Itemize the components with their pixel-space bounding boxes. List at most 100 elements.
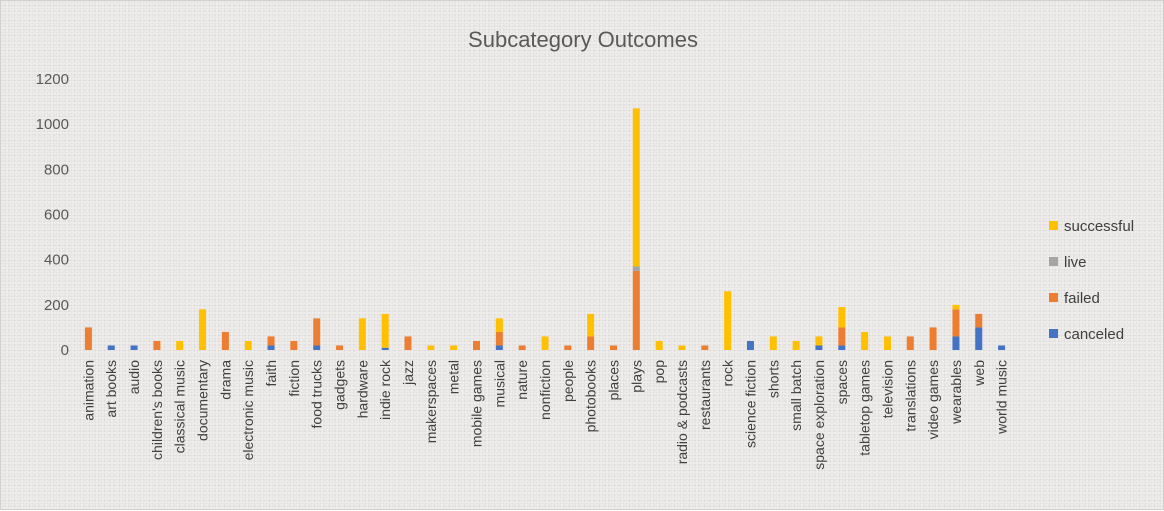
bar-segment-failed: [975, 313, 983, 328]
bar-segment-successful: [244, 340, 252, 350]
bar-segment-failed: [929, 327, 937, 350]
bar-segment-successful: [541, 336, 549, 350]
bar-segment-canceled: [267, 345, 275, 350]
bar-segment-canceled: [381, 347, 389, 350]
y-tick-label: 0: [61, 342, 69, 359]
bar-segment-successful: [838, 307, 846, 328]
bar-segment-canceled: [495, 345, 503, 350]
x-tick-label: electronic music: [240, 360, 256, 460]
bar-segment-canceled: [975, 327, 983, 350]
x-tick-label: makerspaces: [423, 360, 439, 443]
bar-segment-canceled: [746, 340, 754, 350]
bar-segment-canceled: [130, 345, 138, 350]
bar-segment-successful: [769, 336, 777, 350]
bar-segment-successful: [381, 313, 389, 348]
y-tick-label: 1200: [36, 71, 69, 88]
bar-segment-live: [632, 266, 640, 271]
x-tick-label: gadgets: [332, 360, 348, 410]
bar-segment-successful: [678, 345, 686, 350]
x-tick-label: hardware: [354, 360, 370, 419]
bar-segment-successful: [495, 318, 503, 332]
bar-segment-successful: [861, 331, 869, 350]
x-tick-label: nature: [514, 360, 530, 400]
x-tick-label: plays: [628, 360, 644, 393]
bar-segment-successful: [587, 313, 595, 337]
bar-segment-canceled: [952, 336, 960, 350]
bar-segment-failed: [952, 309, 960, 337]
x-tick-label: shorts: [765, 360, 781, 398]
x-tick-label: faith: [263, 360, 279, 386]
x-tick-label: places: [605, 360, 621, 400]
bar-segment-canceled: [313, 345, 321, 350]
legend: successful live failed canceled: [1049, 218, 1134, 343]
bar-segment-successful: [358, 318, 366, 350]
x-axis: animation art books audio children's books c…: [80, 359, 1009, 470]
bar-segment-failed: [290, 340, 298, 350]
bar-segment-successful: [450, 345, 458, 350]
x-tick-label: video games: [925, 360, 941, 439]
legend-swatch-failed: [1049, 293, 1058, 302]
bar-segment-failed: [153, 340, 161, 350]
bar-segment-failed: [587, 336, 595, 350]
bar-segment-successful: [427, 345, 435, 350]
bar-segment-successful: [199, 309, 207, 350]
bar-segment-failed: [313, 318, 321, 346]
x-tick-label: wearables: [948, 360, 964, 425]
x-tick-label: pop: [651, 360, 667, 384]
x-tick-label: space exploration: [811, 360, 827, 470]
legend-label-failed: failed: [1064, 290, 1100, 307]
x-tick-label: television: [879, 360, 895, 418]
x-tick-label: musical: [491, 360, 507, 407]
x-tick-label: radio & podcasts: [674, 360, 690, 464]
bar-segment-successful: [655, 340, 663, 350]
x-tick-label: spaces: [834, 360, 850, 404]
y-tick-label: 800: [44, 161, 69, 178]
legend-label-live: live: [1064, 254, 1087, 271]
legend-swatch-canceled: [1049, 329, 1058, 338]
x-tick-label: rock: [720, 359, 736, 386]
bar-segment-canceled: [107, 345, 115, 350]
y-tick-label: 1000: [36, 116, 69, 133]
bar-segment-failed: [336, 345, 344, 350]
bar-segment-failed: [404, 336, 412, 350]
bar-segment-failed: [838, 327, 846, 346]
x-tick-label: nonfiction: [537, 360, 553, 420]
legend-label-successful: successful: [1064, 218, 1134, 235]
y-tick-label: 400: [44, 252, 69, 269]
bar-segment-failed: [495, 331, 503, 346]
bar-segment-failed: [609, 345, 617, 350]
legend-swatch-live: [1049, 257, 1058, 266]
x-tick-label: children's books: [149, 360, 165, 460]
x-tick-label: metal: [446, 360, 462, 394]
bar-segment-canceled: [838, 345, 846, 350]
y-tick-label: 200: [44, 297, 69, 314]
bar-segment-failed: [632, 270, 640, 350]
x-tick-label: audio: [126, 360, 142, 394]
bar-segment-successful: [724, 291, 732, 350]
x-tick-label: translations: [902, 360, 918, 432]
bar-segment-failed: [267, 336, 275, 346]
x-tick-label: classical music: [172, 360, 188, 453]
x-tick-label: world music: [994, 360, 1010, 435]
bar-segment-failed: [518, 345, 526, 350]
x-tick-label: jazz: [400, 360, 416, 386]
x-tick-label: people: [560, 360, 576, 402]
x-tick-label: animation: [80, 360, 96, 421]
x-tick-label: indie rock: [377, 359, 393, 420]
bar-segment-successful: [176, 340, 184, 350]
bar-segment-successful: [632, 108, 640, 267]
bar-segment-failed: [701, 345, 709, 350]
x-tick-label: web: [971, 360, 987, 387]
bar-segment-failed: [84, 327, 92, 350]
legend-label-canceled: canceled: [1064, 326, 1124, 343]
bar-segment-canceled: [815, 345, 823, 350]
bar-segment-failed: [221, 331, 229, 350]
x-tick-label: restaurants: [697, 360, 713, 430]
bar-segment-failed: [564, 345, 572, 350]
x-tick-label: art books: [103, 360, 119, 418]
bar-segment-successful: [952, 304, 960, 310]
bar-segment-successful: [883, 336, 891, 350]
x-tick-label: photobooks: [583, 360, 599, 432]
bars: [84, 108, 1006, 350]
